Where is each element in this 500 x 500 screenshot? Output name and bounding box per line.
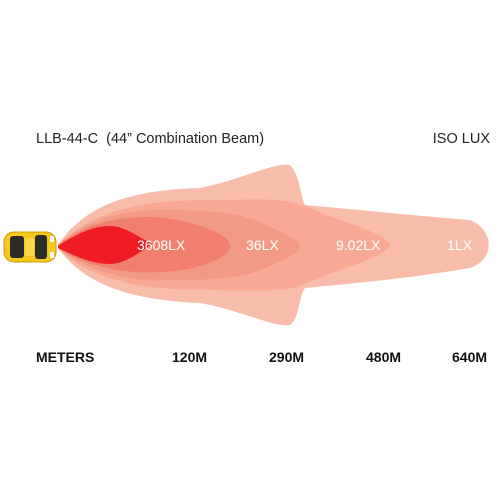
- zone-label-3608lx: 3608LX: [137, 237, 186, 253]
- distance-axis: METERS 120M 290M 480M 640M: [0, 349, 500, 369]
- zone-3608lx: [58, 226, 152, 264]
- axis-unit-label: METERS: [36, 349, 95, 365]
- car-icon: [3, 231, 57, 263]
- tick-label: 290M: [269, 349, 305, 365]
- tick-label: 120M: [172, 349, 208, 365]
- beam-description: (44” Combination Beam): [106, 131, 265, 147]
- unit-label: ISO LUX: [432, 131, 490, 147]
- model-name: LLB-44-C: [36, 131, 99, 147]
- zone-label-1lx: 1LX: [447, 237, 473, 253]
- tick-label: 640M: [452, 349, 488, 365]
- zone-label-9-02lx: 9.02LX: [336, 237, 381, 253]
- zone-label-36lx: 36LX: [246, 237, 279, 253]
- tick-label: 480M: [366, 349, 402, 365]
- diagram-title: LLB-44-C (44” Combination Beam): [36, 131, 264, 147]
